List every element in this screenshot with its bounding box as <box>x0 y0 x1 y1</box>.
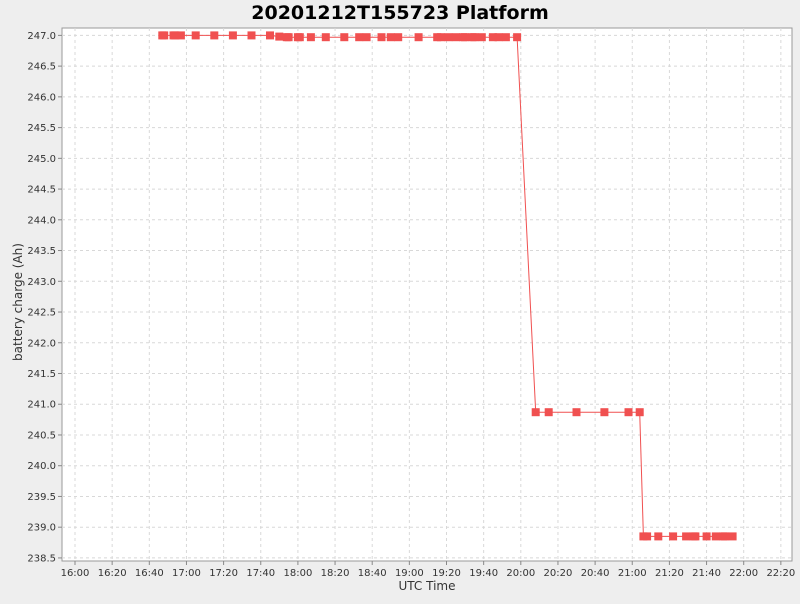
data-point <box>377 33 386 42</box>
data-point <box>513 33 522 42</box>
y-tick-label: 238.5 <box>27 553 56 564</box>
y-tick-label: 239.0 <box>27 523 56 534</box>
data-point <box>210 31 219 40</box>
data-point <box>702 532 711 541</box>
data-point <box>414 33 423 42</box>
y-tick-label: 240.0 <box>27 461 56 472</box>
data-point <box>321 33 330 42</box>
data-point <box>711 532 720 541</box>
data-point <box>501 33 510 42</box>
x-tick-label: 18:00 <box>283 568 312 579</box>
x-axis-label: UTC Time <box>399 579 456 593</box>
x-tick-label: 21:20 <box>655 568 684 579</box>
data-point <box>691 532 700 541</box>
y-tick-label: 244.5 <box>27 185 56 196</box>
data-point <box>266 31 274 40</box>
data-point <box>728 532 737 541</box>
data-point <box>461 33 470 42</box>
x-tick-label: 22:20 <box>766 568 795 579</box>
x-tick-label: 17:20 <box>209 568 238 579</box>
data-point <box>355 33 364 42</box>
y-tick-label: 246.5 <box>27 62 56 73</box>
data-point <box>669 532 678 541</box>
y-tick-label: 241.0 <box>27 400 56 411</box>
data-point <box>247 31 256 40</box>
data-point <box>572 408 581 417</box>
data-point <box>682 532 691 541</box>
data-point <box>643 532 652 541</box>
data-point <box>191 31 200 40</box>
data-point <box>544 408 553 417</box>
data-point <box>171 31 180 40</box>
data-point <box>444 33 453 42</box>
y-tick-label: 243.5 <box>27 246 56 257</box>
x-tick-label: 20:00 <box>506 568 535 579</box>
y-tick-label: 243.0 <box>27 277 56 288</box>
data-point <box>362 33 371 42</box>
data-point <box>494 33 503 42</box>
x-tick-label: 20:40 <box>581 568 610 579</box>
y-tick-label: 239.5 <box>27 492 56 503</box>
x-tick-label: 21:40 <box>692 568 721 579</box>
axes: 238.5 239.0 239.5 240.0 240.5 241.0 241.5 242.0… <box>27 31 795 579</box>
data-point <box>488 33 497 42</box>
grid <box>62 28 792 561</box>
data-point <box>295 33 304 42</box>
data-point <box>394 33 403 42</box>
data-point <box>451 33 460 42</box>
data-point <box>721 532 730 541</box>
data-point <box>160 31 169 40</box>
y-tick-label: 244.0 <box>27 215 56 226</box>
data-point <box>176 31 185 40</box>
data-point <box>477 33 486 42</box>
data-point <box>386 33 395 42</box>
x-tick-label: 17:40 <box>246 568 275 579</box>
y-tick-label: 240.5 <box>27 430 56 441</box>
data-point <box>306 33 315 42</box>
x-tick-label: 21:00 <box>618 568 647 579</box>
x-tick-label: 16:20 <box>98 568 127 579</box>
x-tick-label: 18:40 <box>358 568 387 579</box>
y-tick-label: 242.5 <box>27 308 56 319</box>
y-tick-label: 242.0 <box>27 338 56 349</box>
data-point <box>624 408 633 417</box>
data-point <box>228 31 237 40</box>
plot-area <box>61 27 793 562</box>
y-tick-label: 247.0 <box>27 31 56 42</box>
x-tick-label: 20:20 <box>544 568 573 579</box>
data-point <box>284 33 293 42</box>
data-point <box>275 32 284 41</box>
x-tick-label: 19:20 <box>432 568 461 579</box>
x-tick-label: 16:40 <box>135 568 164 579</box>
x-tick-label: 17:00 <box>172 568 201 579</box>
y-axis-label: battery charge (Ah) <box>11 243 25 361</box>
x-tick-label: 16:00 <box>61 568 90 579</box>
y-tick-label: 246.0 <box>27 92 56 103</box>
y-tick-label: 241.5 <box>27 369 56 380</box>
x-tick-label: 19:00 <box>395 568 424 579</box>
x-tick-label: 18:20 <box>321 568 350 579</box>
data-point <box>531 408 540 417</box>
x-tick-label: 19:40 <box>469 568 498 579</box>
data-point <box>340 33 349 42</box>
data-point <box>436 33 445 42</box>
chart-title: 20201212T155723 Platform <box>251 2 549 24</box>
data-point <box>600 408 609 417</box>
y-tick-label: 245.5 <box>27 123 56 134</box>
x-tick-label: 22:00 <box>729 568 758 579</box>
data-point <box>654 532 663 541</box>
data-point <box>635 408 644 417</box>
data-point <box>470 33 479 42</box>
series-layer <box>158 31 737 541</box>
y-tick-label: 245.0 <box>27 154 56 165</box>
